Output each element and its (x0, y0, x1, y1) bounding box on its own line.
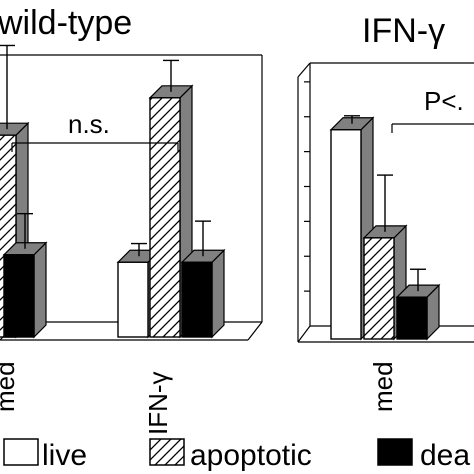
legend-label-live: live (42, 439, 87, 472)
legend-label-apoptotic: apoptotic (190, 439, 312, 472)
legend: live apoptotic dea (3, 438, 470, 472)
bar-side-dead (211, 248, 225, 339)
significance-label: P<. (424, 86, 464, 116)
significance-label: n.s. (68, 109, 110, 139)
bar-front-live (117, 261, 149, 338)
chart-title: IFN-γ (362, 12, 445, 50)
error-bar-dead (195, 220, 211, 257)
bar-front-apoptotic (149, 97, 181, 338)
error-bar-apoptotic (0, 44, 15, 130)
error-bar-dead (410, 268, 426, 292)
legend-swatch-apoptotic (149, 438, 185, 466)
legend-swatch-live (3, 438, 39, 466)
error-bar-apoptotic (377, 174, 393, 232)
bar-front-apoptotic (363, 237, 395, 340)
error-bar-dead (17, 212, 33, 249)
ifn-gamma-panel: IFN-γ P<. med (297, 12, 474, 412)
x-tick-label: IFN-γ (143, 371, 173, 435)
error-bar-apoptotic (163, 59, 179, 92)
y-axis-ticks (304, 81, 310, 292)
chart-title: wild-type (0, 4, 132, 42)
legend-item-dead: dea (377, 438, 470, 472)
bar-front-live (330, 129, 362, 340)
bar-front-dead (181, 261, 213, 338)
bar-dead (2, 241, 48, 339)
legend-swatch-dead (377, 438, 413, 466)
bar-apoptotic (148, 84, 194, 339)
wild-type-panel: wild-type n.s. med IFN-γ (0, 4, 263, 435)
bar-side-dead (33, 241, 47, 339)
significance-bracket (391, 123, 474, 133)
bar-dead (395, 283, 441, 341)
bar-front-dead (396, 296, 428, 340)
bar-dead (180, 248, 226, 339)
legend-item-apoptotic: apoptotic (149, 438, 312, 472)
error-bar-live (344, 115, 360, 124)
legend-label-dead: dea (420, 439, 470, 472)
bar-front-dead (3, 254, 35, 338)
x-tick-label: med (368, 361, 398, 412)
significance-bracket (11, 142, 179, 152)
legend-item-live: live (3, 438, 87, 472)
error-bar-live (131, 242, 147, 257)
x-tick-label: med (0, 361, 20, 412)
